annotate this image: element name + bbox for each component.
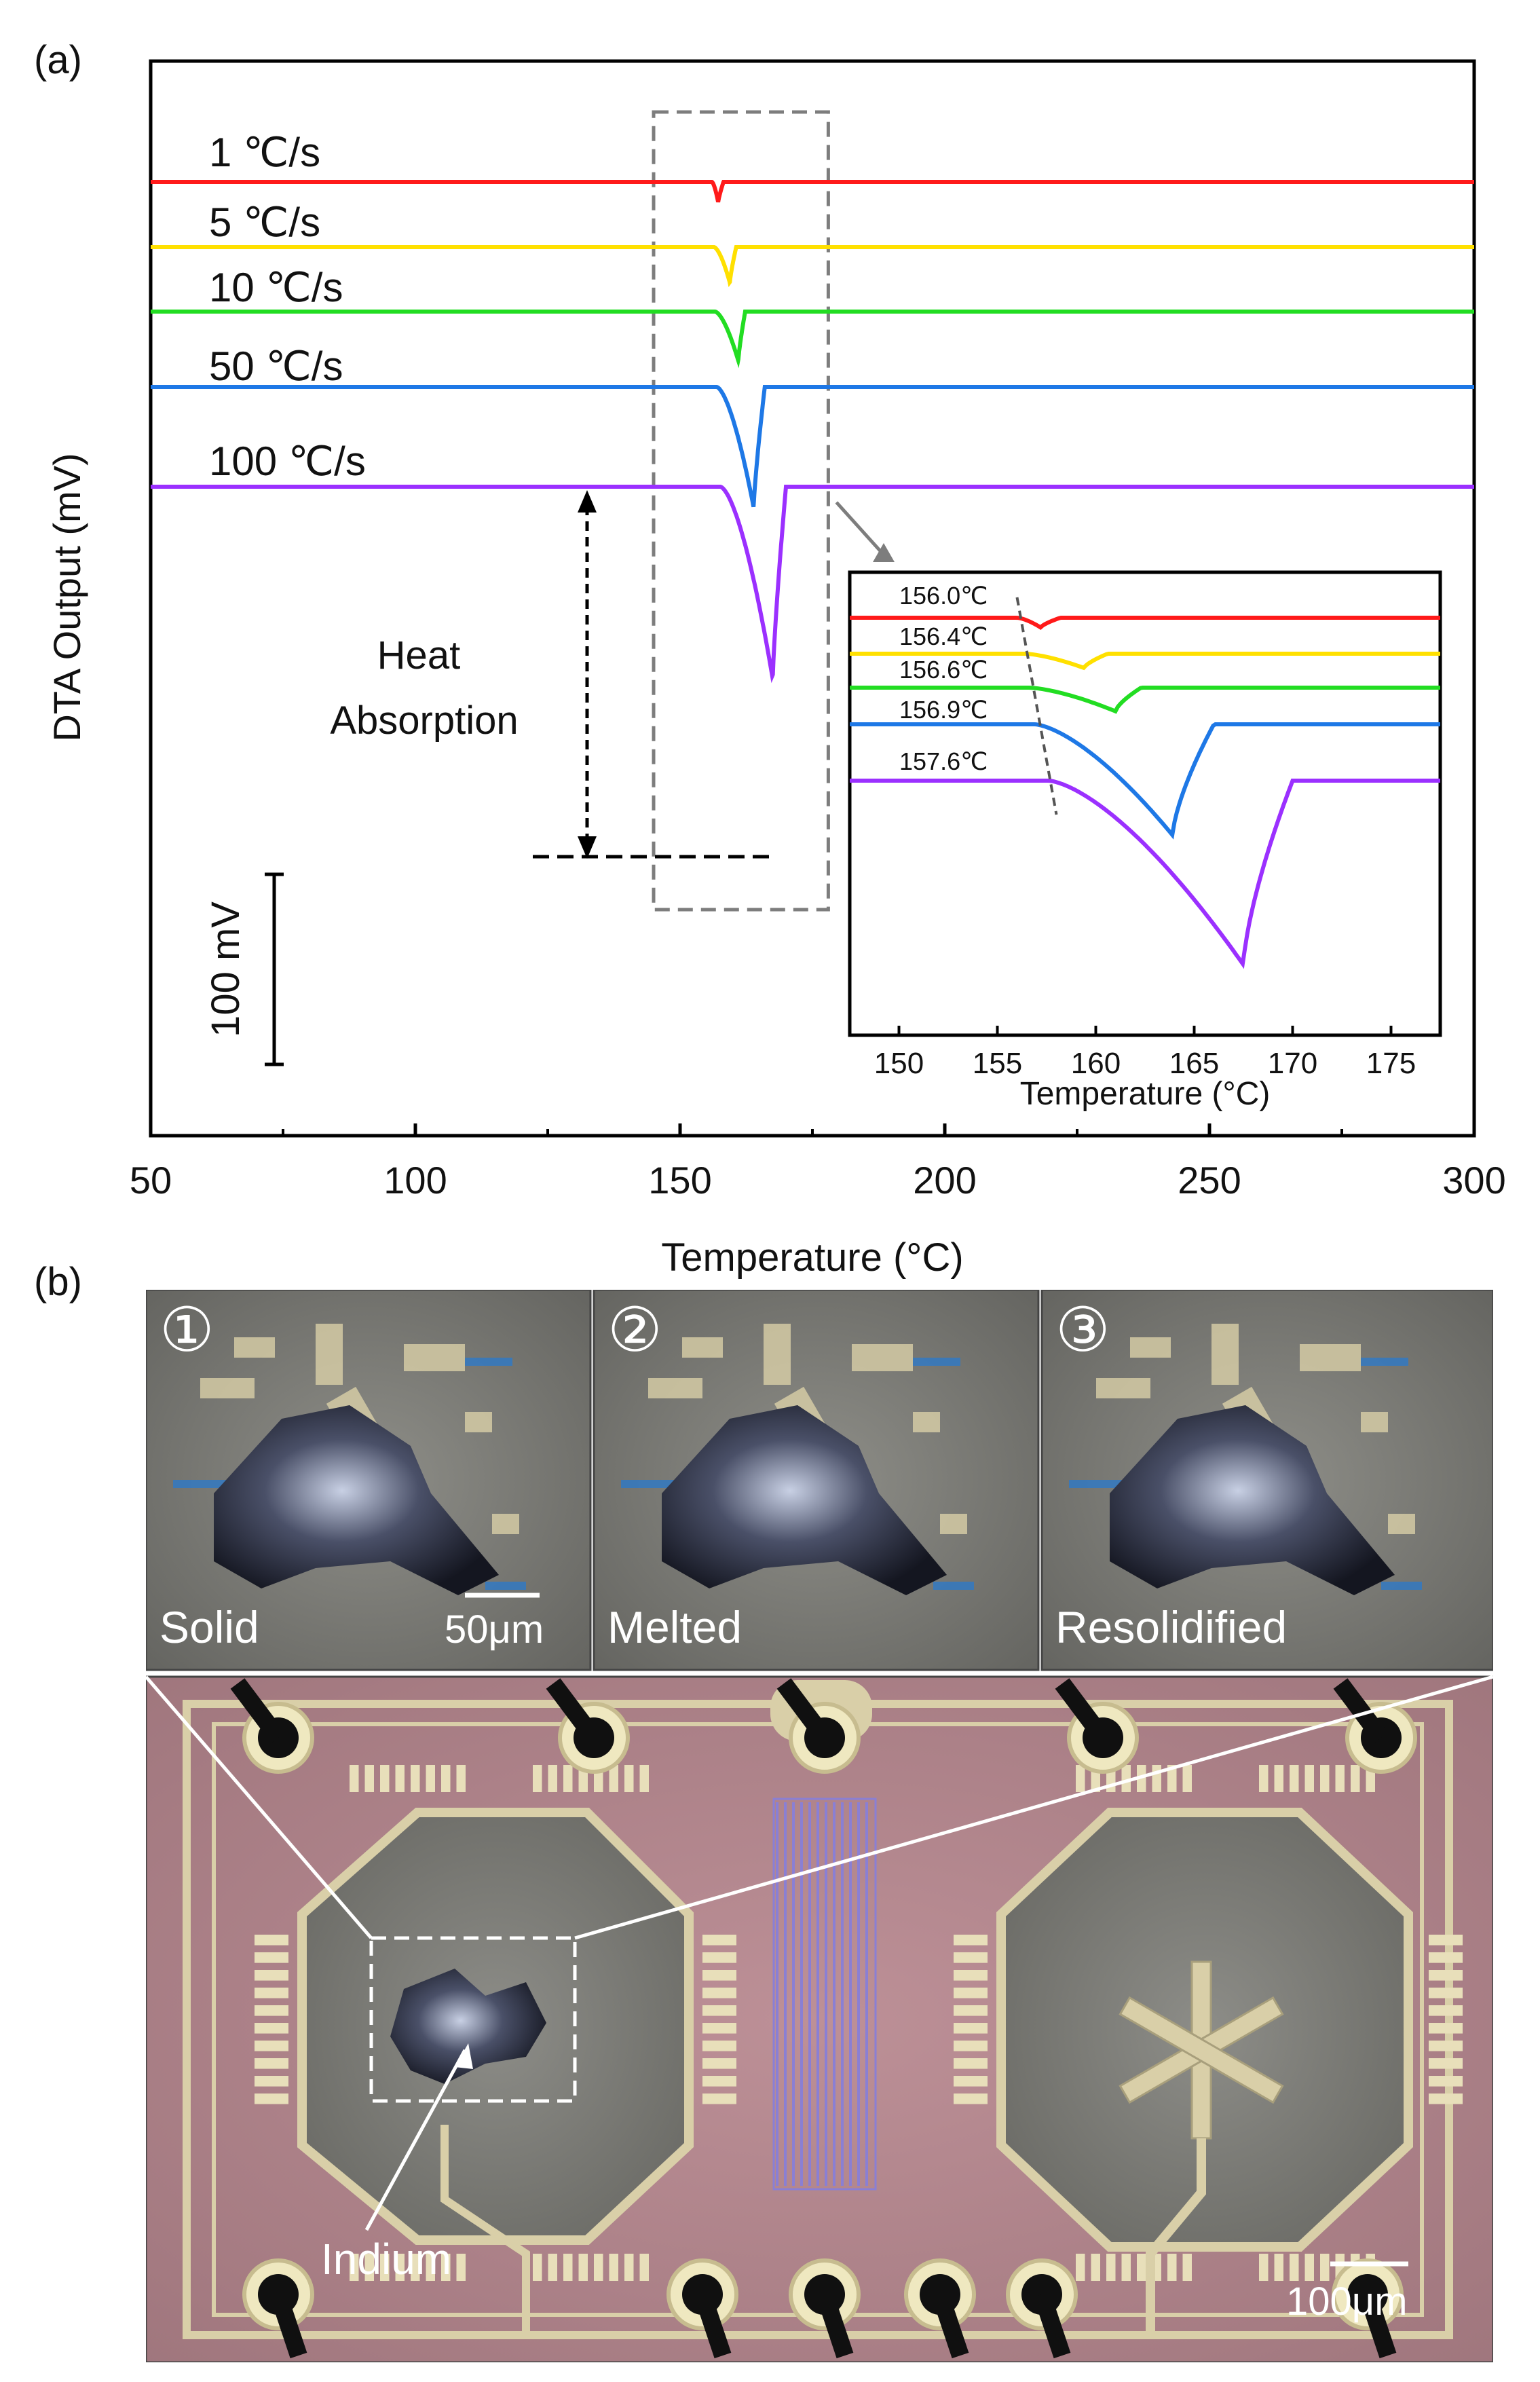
inset-series-group [850, 616, 1440, 969]
frame-number-3: ③ [1055, 1297, 1110, 1364]
inset-x-tick-label-155: 155 [973, 1047, 1022, 1080]
microscope-panel: ① Solid 50μm ② Melted ③ Resolidified [146, 1290, 1493, 2362]
series-label-10: 10 ℃/s [209, 265, 343, 310]
x-tick-label-250: 250 [1178, 1159, 1241, 1202]
frame-caption-resolidified: Resolidified [1055, 1602, 1287, 1652]
frame-scale-bar-label: 50μm [445, 1607, 544, 1652]
inset-series-line-1 [850, 652, 1440, 671]
x-axis-ticks: 50 100 150 200 250 300 [130, 1123, 1506, 1202]
onset-label-10: 156.6℃ [899, 656, 988, 684]
zoom-window [652, 110, 830, 912]
onset-label-100: 157.6℃ [899, 747, 988, 775]
inset-x-tick-label-165: 165 [1169, 1047, 1219, 1080]
series-line-4 [151, 485, 1474, 684]
zoom-arrow [835, 501, 884, 555]
inset-series-line-4 [850, 779, 1440, 969]
frame-resolidified: ③ Resolidified [1040, 1290, 1493, 1671]
sensor-star [1119, 1960, 1284, 2140]
inset-x-tick-label-160: 160 [1071, 1047, 1121, 1080]
frame-caption-melted: Melted [607, 1602, 742, 1652]
x-tick-label-50: 50 [130, 1159, 172, 1202]
panel-b-label: (b) [34, 1260, 82, 1304]
inset-x-ticks: 150 155 160 165 170 175 [874, 1026, 1416, 1080]
inset-series-line-3 [850, 722, 1440, 840]
frame-number-1: ① [159, 1297, 214, 1364]
scale-bar-100mv: 100 mV [204, 872, 284, 1066]
frame-solid: ① Solid 50μm [146, 1290, 592, 1671]
series-line-0 [151, 180, 1474, 203]
frame-melted: ② Melted [593, 1290, 1040, 1671]
chip-scale-bar-label: 100μm [1286, 2279, 1408, 2324]
series-label-1: 1 ℃/s [209, 130, 320, 175]
onset-label-5: 156.4℃ [899, 622, 988, 650]
x-tick-label-100: 100 [383, 1159, 447, 1202]
inset-x-tick-label-150: 150 [874, 1047, 924, 1080]
frame-number-2: ② [607, 1297, 662, 1364]
x-tick-label-200: 200 [913, 1159, 976, 1202]
dta-chart: (a) DTA Output (mV) Temperature (°C) 50 1… [34, 38, 1506, 1280]
indium-label: Indium [321, 2235, 451, 2284]
scale-bar-label: 100 mV [204, 901, 248, 1037]
zoom-arrow-head [873, 543, 895, 562]
indium-sample [390, 1969, 546, 2084]
inset-series-line-2 [850, 686, 1440, 714]
onset-label-1: 156.0℃ [899, 582, 988, 610]
panel-a-label: (a) [34, 38, 82, 82]
chip-photo: Indium 100μm [146, 1675, 1493, 2362]
frame-caption-solid: Solid [159, 1602, 259, 1652]
onset-label-50: 156.9℃ [899, 696, 988, 724]
series-label-50: 50 ℃/s [209, 343, 343, 389]
main-series-group [151, 180, 1474, 684]
inset-x-label: Temperature (°C) [1020, 1076, 1271, 1112]
onset-trend-line [1015, 597, 1058, 815]
x-axis-label: Temperature (°C) [661, 1235, 963, 1280]
x-tick-label-300: 300 [1442, 1159, 1505, 1202]
heat-absorption-annotation: Heat Absorption [330, 490, 777, 859]
x-tick-label-150: 150 [648, 1159, 711, 1202]
series-label-5: 5 ℃/s [209, 200, 320, 245]
inset-chart: 156.0℃ 156.4℃ 156.6℃ 156.9℃ 157.6℃ 150 15… [848, 570, 1442, 1112]
zoom-box-chip [369, 1936, 577, 2103]
inset-x-tick-label-170: 170 [1268, 1047, 1317, 1080]
series-line-1 [151, 245, 1474, 287]
series-line-2 [151, 310, 1474, 369]
heat-absorption-label: Heat Absorption [330, 633, 518, 743]
inset-x-tick-label-175: 175 [1366, 1047, 1416, 1080]
series-line-3 [151, 385, 1474, 508]
y-axis-label: DTA Output (mV) [45, 453, 88, 741]
panel-b-label-wrap: (b) [34, 1260, 82, 1304]
heater-meander [772, 1798, 877, 2191]
series-label-100: 100 ℃/s [209, 439, 366, 484]
inset-series-line-0 [850, 616, 1440, 631]
bond-pads [230, 1678, 1417, 2359]
